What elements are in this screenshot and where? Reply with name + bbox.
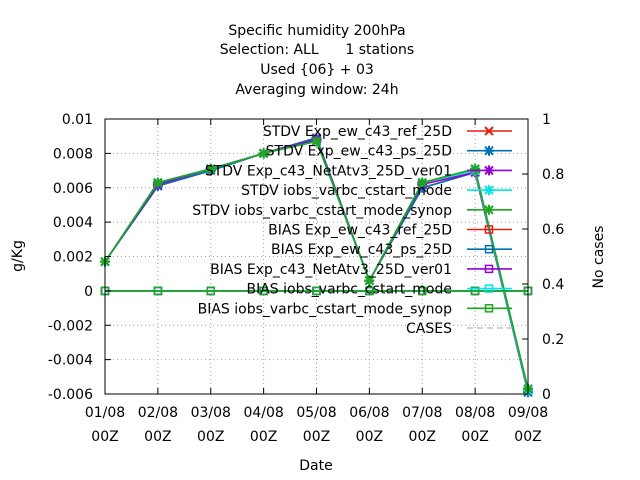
data-point <box>484 126 494 136</box>
x-tick-label-date: 07/08 <box>402 405 442 421</box>
legend-label: STDV iobs_varbc_cstart_mode_synop <box>192 203 452 219</box>
data-point <box>418 286 427 296</box>
data-point <box>206 286 215 296</box>
legend-label: BIAS Exp_ew_c43_ref_25D <box>268 223 452 239</box>
data-point <box>153 286 163 296</box>
y2-tick-label: 0.2 <box>542 332 564 348</box>
data-point <box>311 136 322 147</box>
title-line-3: Used {06} + 03 <box>260 62 374 78</box>
y-tick-label: 0.008 <box>53 146 93 162</box>
legend-label: STDV iobs_varbc_cstart_mode <box>241 183 452 199</box>
data-point <box>484 284 494 293</box>
axis-layer: 01/08 00Z 02/08 00Z 03/08 00Z 04/08 00Z 05/08 00Z… <box>48 112 564 445</box>
x-tick-label-hour: 00Z <box>514 429 541 445</box>
x-tick-label-date: 03/08 <box>191 405 231 421</box>
legend-label: CASES <box>406 321 452 337</box>
legend: STDV Exp_ew_c43_ref_25D STDV Exp_ew_c43_p… <box>192 124 512 337</box>
x-tick-label-date: 06/08 <box>349 405 389 421</box>
y-axis-label: g/Kg <box>10 240 26 272</box>
title-line-4: Averaging window: 24h <box>235 82 398 98</box>
y2-axis-label: No cases <box>591 226 607 289</box>
data-point <box>484 204 494 215</box>
data-point <box>484 244 494 254</box>
legend-label: BIAS Exp_ew_c43_ps_25D <box>271 242 452 258</box>
y-tick-label: -0.002 <box>48 318 93 334</box>
data-point <box>484 304 494 313</box>
data-point <box>484 225 494 234</box>
data-point <box>258 148 269 159</box>
x-tick-label-hour: 00Z <box>303 429 330 445</box>
x-tick-label-date: 04/08 <box>243 405 283 421</box>
x-tick-label-date: 09/08 <box>508 405 548 421</box>
x-axis-label: Date <box>299 458 332 474</box>
legend-label: BIAS iobs_varbc_cstart_mode_synop <box>198 301 453 317</box>
data-point <box>484 145 494 156</box>
y2-tick-label: 0.8 <box>542 167 564 183</box>
data-point <box>484 264 494 274</box>
y2-tick-label: 1 <box>542 112 551 128</box>
legend-label: STDV Exp_ew_c43_ps_25D <box>266 144 452 160</box>
y2-tick-label: 0.4 <box>542 277 564 293</box>
data-point <box>484 165 494 176</box>
y-tick-label: 0.01 <box>62 112 93 128</box>
x-tick-label-date: 02/08 <box>138 405 178 421</box>
data-point <box>205 163 216 174</box>
x-tick-label-date: 05/08 <box>296 405 336 421</box>
x-tick-label-hour: 00Z <box>197 429 224 445</box>
data-point <box>152 177 163 188</box>
y2-tick-label: 0.6 <box>542 222 564 238</box>
data-point <box>417 177 428 188</box>
x-tick-label-hour: 00Z <box>409 429 436 445</box>
legend-label: BIAS iobs_varbc_cstart_mode <box>247 282 453 298</box>
data-point <box>364 275 375 286</box>
legend-label: STDV Exp_c43_NetAtv3_25D_ver01 <box>205 163 452 179</box>
title-line-2: Selection: ALL 1 stations <box>220 42 414 58</box>
legend-label: BIAS Exp_c43_NetAtv3_25D_ver01 <box>210 262 452 278</box>
data-point <box>470 286 480 296</box>
y-tick-label: -0.004 <box>48 353 93 369</box>
legend-label: STDV Exp_ew_c43_ref_25D <box>263 124 452 140</box>
y-tick-label: 0.004 <box>53 215 93 231</box>
title-line-1: Specific humidity 200hPa <box>228 23 405 39</box>
data-point <box>259 286 268 296</box>
chart-title: Specific humidity 200hPa Selection: ALL … <box>220 23 414 98</box>
x-tick-label-hour: 00Z <box>144 429 171 445</box>
x-tick-label-hour: 00Z <box>91 429 118 445</box>
y-tick-label: 0.002 <box>53 250 93 266</box>
data-point <box>365 286 374 296</box>
y2-tick-label: 0 <box>542 387 551 403</box>
y-tick-label: -0.006 <box>48 387 93 403</box>
data-point <box>470 163 481 174</box>
x-tick-label-date: 01/08 <box>85 405 125 421</box>
y-tick-label: 0 <box>84 284 93 300</box>
data-point <box>484 185 494 196</box>
x-tick-label-hour: 00Z <box>250 429 277 445</box>
y-tick-label: 0.006 <box>53 181 93 197</box>
x-tick-label-date: 08/08 <box>455 405 495 421</box>
x-tick-label-hour: 00Z <box>356 429 383 445</box>
x-tick-label-hour: 00Z <box>461 429 488 445</box>
data-point <box>312 286 321 296</box>
